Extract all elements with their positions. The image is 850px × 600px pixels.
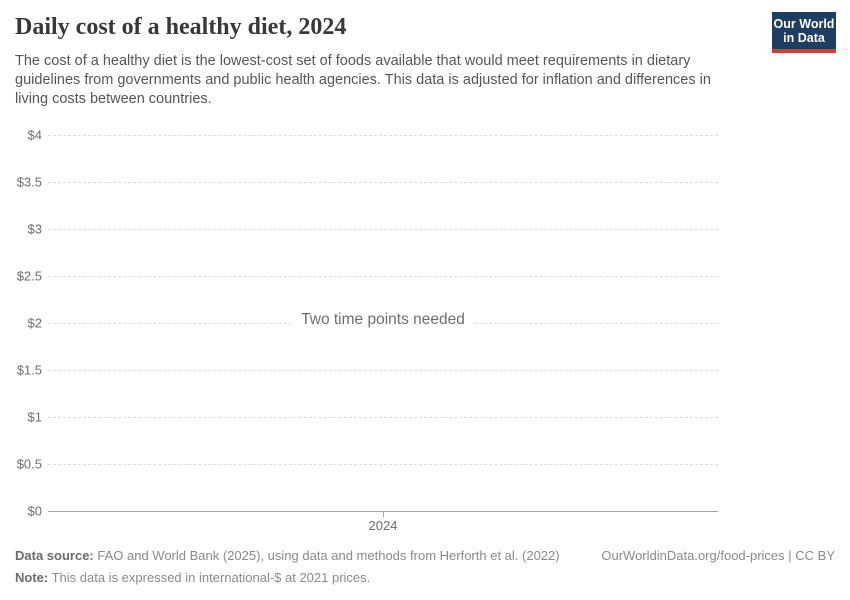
- y-tick-label: $1: [27, 409, 42, 425]
- owid-logo[interactable]: Our World in Data: [772, 12, 836, 53]
- y-tick-label: $0: [27, 503, 42, 519]
- y-tick-label: $3: [27, 221, 42, 237]
- y-tick-label: $0.5: [16, 456, 42, 472]
- grid-line: [48, 276, 718, 277]
- data-source-line: Data source: FAO and World Bank (2025), …: [15, 548, 560, 563]
- y-tick-label: $2.5: [16, 268, 42, 284]
- chart-plot-area: Two time points needed 2024 $4 $3.5 $3 $2.5…: [16, 127, 718, 533]
- owid-logo-line1: Our World: [773, 17, 835, 31]
- owid-logo-line2: in Data: [783, 31, 825, 45]
- grid-line: [48, 229, 718, 230]
- grid-line: [48, 135, 718, 136]
- x-tick-label: 2024: [368, 518, 398, 533]
- grid-line: [48, 370, 718, 371]
- empty-state-message: Two time points needed: [291, 311, 475, 329]
- y-tick-label: $2: [27, 315, 42, 331]
- x-axis-tick: [383, 512, 384, 517]
- grid-line: [48, 182, 718, 183]
- attribution-link[interactable]: OurWorldinData.org/food-prices | CC BY: [601, 548, 835, 563]
- x-axis-line: [48, 511, 718, 512]
- grid-line: [48, 464, 718, 465]
- note-text: This data is expressed in international-…: [48, 570, 371, 585]
- chart-subtitle: The cost of a healthy diet is the lowest…: [15, 53, 711, 107]
- empty-state-message-wrap: Two time points needed: [48, 311, 718, 329]
- y-tick-label: $4: [27, 127, 42, 143]
- note-line: Note: This data is expressed in internat…: [15, 570, 835, 585]
- page-title: Daily cost of a healthy diet, 2024: [15, 14, 347, 40]
- chart-footer: Data source: FAO and World Bank (2025), …: [15, 548, 835, 585]
- data-source-label: Data source:: [15, 548, 94, 563]
- y-tick-label: $1.5: [16, 362, 42, 378]
- data-source-text: FAO and World Bank (2025), using data an…: [93, 548, 560, 563]
- grid-line: [48, 417, 718, 418]
- y-tick-label: $3.5: [16, 174, 42, 190]
- note-label: Note:: [15, 570, 49, 585]
